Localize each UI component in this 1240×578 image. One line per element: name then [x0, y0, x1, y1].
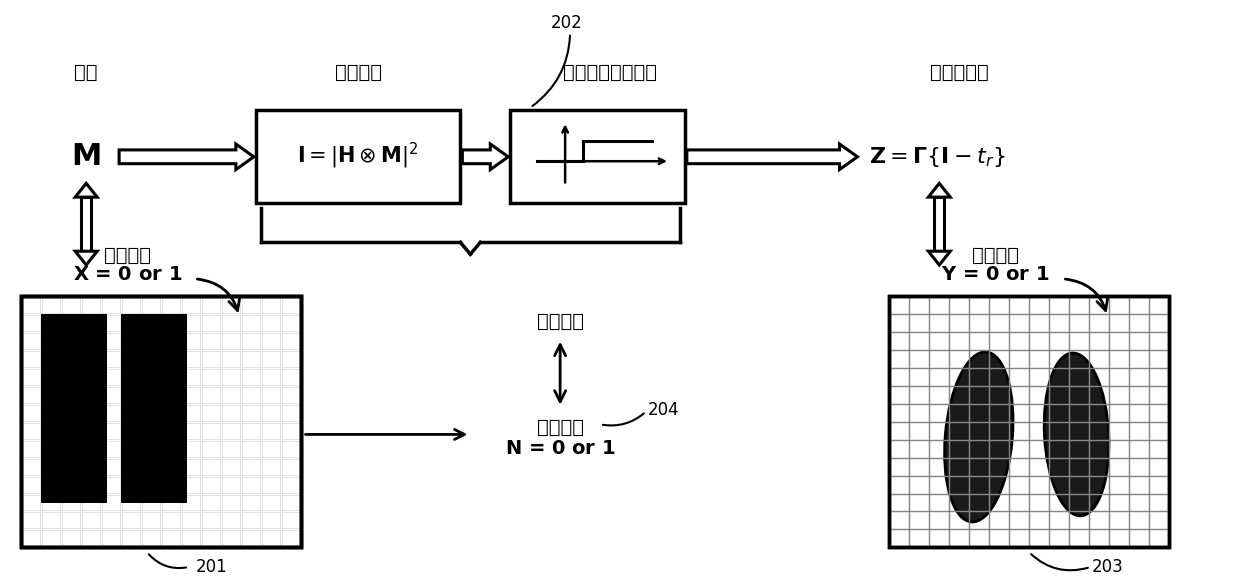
- Text: 光刻胶硬阀値模型: 光刻胶硬阀値模型: [563, 62, 657, 81]
- Text: 204: 204: [649, 401, 680, 418]
- Bar: [21, 297, 301, 547]
- Bar: [81, 197, 92, 251]
- Text: $\mathbf{M}$: $\mathbf{M}$: [72, 142, 100, 171]
- Text: $\mathbf{X}$ = 0 or 1: $\mathbf{X}$ = 0 or 1: [73, 265, 182, 284]
- Polygon shape: [929, 251, 950, 265]
- Bar: [255, 110, 460, 203]
- Bar: [21, 297, 301, 547]
- Polygon shape: [76, 183, 97, 197]
- Bar: [934, 197, 945, 251]
- Bar: [122, 314, 187, 502]
- Polygon shape: [76, 251, 97, 265]
- Text: 201: 201: [196, 558, 227, 576]
- Text: $\mathbf{I} = |\mathbf{H} \otimes \mathbf{M}|^2$: $\mathbf{I} = |\mathbf{H} \otimes \mathb…: [298, 141, 419, 172]
- FancyArrow shape: [687, 144, 858, 169]
- Text: 信息通道: 信息通道: [537, 312, 584, 331]
- Ellipse shape: [945, 352, 1013, 522]
- Bar: [889, 297, 1169, 547]
- Ellipse shape: [1044, 353, 1109, 516]
- Bar: [21, 297, 301, 547]
- Text: $\mathbf{N}$ = 0 or 1: $\mathbf{N}$ = 0 or 1: [505, 439, 615, 458]
- Text: 信道噪声: 信道噪声: [537, 418, 584, 437]
- Text: 掩模: 掩模: [74, 62, 98, 81]
- Bar: [41, 314, 107, 502]
- Text: $\mathbf{Z} = \mathbf{\Gamma}\{\mathbf{I} - t_r\}$: $\mathbf{Z} = \mathbf{\Gamma}\{\mathbf{I…: [869, 145, 1006, 169]
- Text: $\mathbf{Y}$ = 0 or 1: $\mathbf{Y}$ = 0 or 1: [941, 265, 1050, 284]
- Text: 光刻胶成像: 光刻胶成像: [930, 62, 988, 81]
- Bar: [889, 297, 1169, 547]
- FancyArrow shape: [463, 144, 508, 169]
- Text: 202: 202: [552, 14, 583, 32]
- Bar: [510, 110, 684, 203]
- Text: 输出图像: 输出图像: [972, 246, 1019, 265]
- Text: 输入信号: 输入信号: [104, 246, 151, 265]
- Text: 203: 203: [1091, 558, 1123, 576]
- FancyArrow shape: [119, 144, 254, 169]
- Polygon shape: [929, 183, 950, 197]
- Text: 成像模型: 成像模型: [335, 62, 382, 81]
